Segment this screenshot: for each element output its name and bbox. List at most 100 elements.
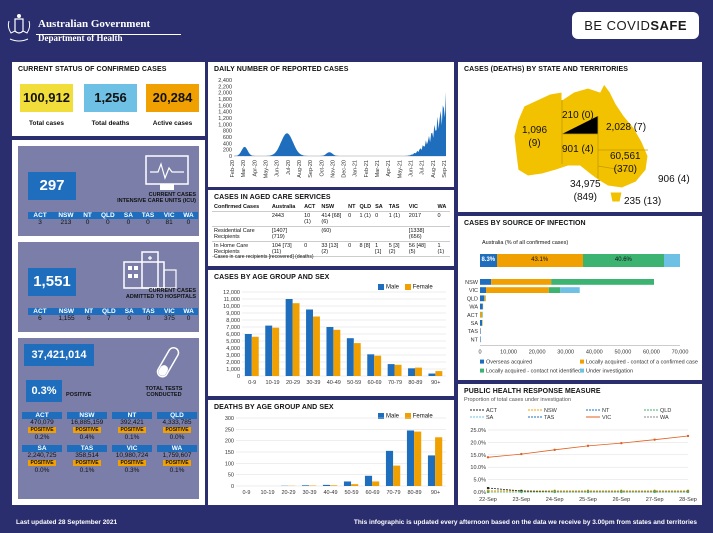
source-legend-swatch: [580, 368, 584, 373]
bar-female-40-49: [333, 329, 341, 376]
tas-label: 235 (13): [624, 196, 662, 207]
total-deaths-label: Total deaths: [91, 120, 130, 127]
ytick-label: 11,000: [224, 297, 240, 303]
tests-positive-pct: 0.3%: [124, 467, 140, 474]
legend-male: Male: [386, 284, 400, 291]
aged-header: WA: [435, 203, 450, 212]
state-map-title: CASES (DEATHS) BY STATE AND TERRITORIES: [464, 66, 629, 73]
ph-xtick: 27-Sep: [646, 497, 664, 503]
header-divider: [36, 34, 181, 35]
source-legend-label: Overseas acquired: [486, 360, 532, 366]
tests-state-vic: VIC 10,980,724 POSITIVE 0.3%: [112, 445, 152, 474]
ph-xtick: 22-Sep: [479, 497, 497, 503]
legend-female: Female: [412, 284, 433, 291]
daily-xtick: Jan-21: [353, 160, 359, 177]
state-value-act: 6: [38, 315, 42, 322]
aged-cell: 414 [68] (6): [319, 211, 347, 227]
state-header-wa: WA: [179, 308, 198, 315]
test-tube-icon: [156, 346, 180, 378]
xtick-label: 90+: [431, 380, 440, 386]
bar-female-90+: [435, 371, 443, 376]
state-header-act: ACT: [28, 308, 52, 315]
tests-state-wa: WA 1,759,607 POSITIVE 0.1%: [157, 445, 197, 474]
source-legend-label: Locally acquired - contact of a confirme…: [586, 360, 698, 366]
aged-cell: 0: [373, 211, 387, 227]
age-deaths-title: DEATHS BY AGE GROUP AND SEX: [214, 404, 334, 411]
legend-female: Female: [412, 413, 433, 420]
gov-line1: Australian Government: [38, 18, 151, 30]
tests-count: 1,759,607: [162, 452, 192, 459]
ytick-label: 0: [231, 484, 234, 490]
active-cases-value: 20,284: [146, 84, 199, 112]
tests-state-tas: TAS 358,514 POSITIVE 0.1%: [67, 445, 107, 474]
daily-cases-panel: DAILY NUMBER OF REPORTED CASES 2,400 2,20…: [208, 62, 454, 187]
vic-cases: 34,975: [570, 179, 601, 190]
positive-tag: POSITIVE: [28, 460, 56, 466]
aged-cell: [212, 211, 270, 227]
source-xtick: 0: [478, 350, 481, 356]
source-bar-act: [482, 311, 483, 318]
tests-state-label: NT: [112, 412, 152, 419]
hospital-label: CURRENT CASES ADMITTED TO HOSPITALS: [108, 288, 196, 300]
daily-xtick: May-21: [397, 160, 403, 178]
xtick-label: 70-79: [386, 490, 400, 496]
aged-cell: [302, 226, 320, 242]
aged-cell: 10 (1): [302, 211, 320, 227]
positive-tag: POSITIVE: [118, 427, 146, 433]
total-cases-value: 100,912: [20, 84, 73, 112]
xtick-label: 20-29: [281, 490, 295, 496]
aged-cell: 1 (1): [386, 211, 407, 227]
daily-xtick: Apr-21: [386, 160, 392, 177]
state-header-nt: NT: [79, 212, 96, 219]
qld-label: 2,028 (7): [606, 122, 647, 133]
source-panel: CASES BY SOURCE OF INFECTION Australia (…: [458, 216, 702, 380]
aged-care-note: Cases in care recipients [recovered] (de…: [214, 254, 314, 260]
nsw-label: 60,561 (370): [610, 150, 641, 176]
ytick-label: 12,000: [223, 290, 240, 296]
source-bar-act: [480, 311, 482, 318]
bar-female-70-79: [393, 465, 401, 486]
tests-count: 10,980,724: [115, 452, 149, 459]
aged-cell: 104 [73] (11): [269, 241, 303, 257]
state-header-nt: NT: [81, 308, 97, 315]
ytick-label: 3,000: [226, 353, 240, 359]
daily-ytick: 1,800: [218, 97, 232, 103]
icu-label-1: CURRENT CASES: [148, 192, 196, 198]
bar-female-0-9: [251, 336, 259, 376]
aged-cell: 8 [8]: [357, 241, 374, 257]
source-bar-vic: [486, 287, 549, 293]
aged-care-table: Confirmed Cases Australia ACT NSW NT QLD SA TAS…: [212, 203, 450, 257]
tests-positive-pct: 0.2%: [34, 434, 50, 441]
bar-female-60-69: [372, 481, 380, 486]
xtick-label: 80-89: [407, 490, 421, 496]
aged-cell: [373, 226, 387, 242]
bar-female-10-19: [272, 327, 280, 376]
xtick-label: 40-49: [327, 380, 341, 386]
ph-legend-label: NSW: [544, 408, 558, 414]
overall-investigation-segment: [663, 254, 680, 267]
hospital-label-1: CURRENT CASES: [148, 288, 196, 294]
positive-pct-value: 0.3%: [26, 380, 62, 402]
nt-label: 210 (0): [562, 110, 594, 121]
ytick-label: 100: [225, 461, 234, 467]
tests-state-nt: NT 392,421 POSITIVE 0.1%: [112, 412, 152, 441]
act-label: 906 (4): [658, 174, 690, 185]
aged-cell: 5 [3] (2): [386, 241, 407, 257]
bar-male-70-79: [387, 364, 395, 376]
source-xtick: 40,000: [586, 350, 603, 356]
source-title: CASES BY SOURCE OF INFECTION: [464, 220, 586, 227]
tests-state-grid: ACT 470,079 POSITIVE 0.2% NSW 16,885,159 POSIT…: [22, 412, 197, 478]
bar-male-90+: [428, 373, 436, 376]
icu-state-table: ACT NSW NT QLD SA TAS VIC WA 3 213 0 0 0 0 81 0: [28, 212, 198, 226]
ytick-label: 9,000: [226, 311, 240, 317]
state-header-tas: TAS: [136, 212, 160, 219]
aged-cell: 0: [435, 211, 450, 227]
tests-row: ACT 470,079 POSITIVE 0.2% NSW 16,885,159 POSIT…: [22, 412, 197, 441]
bar-female-90+: [435, 437, 443, 486]
bar-male-10-19: [265, 325, 273, 376]
xtick-label: 50-59: [344, 490, 358, 496]
wa-label: 1,096 (9): [522, 124, 547, 150]
tests-label-1: TOTAL TESTS: [145, 386, 183, 392]
aged-cell: 0: [302, 241, 320, 257]
xtick-label: 90+: [431, 490, 440, 496]
